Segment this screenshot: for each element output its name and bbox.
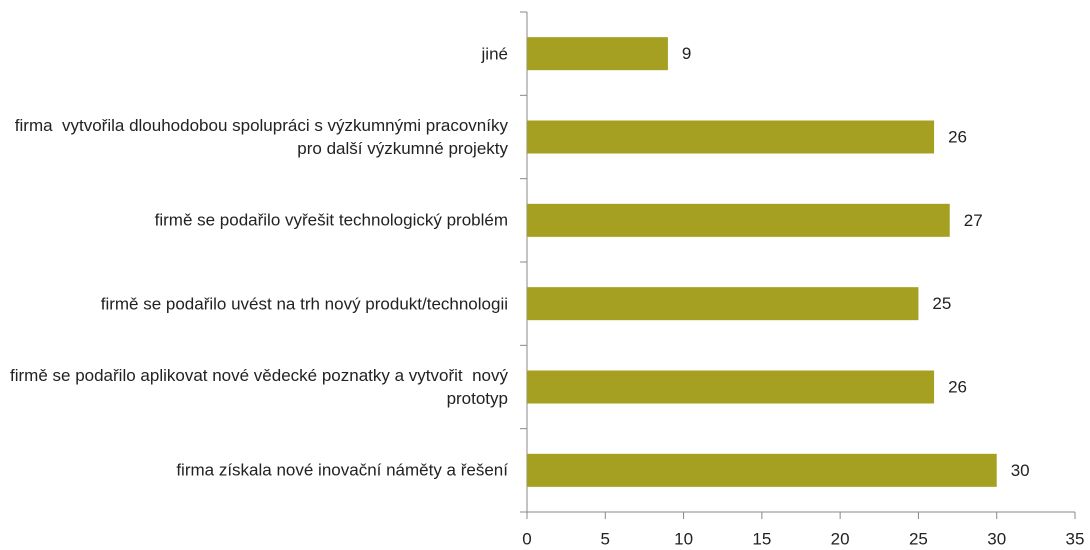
category-label: firma získala nové inovační náměty a řeš… bbox=[176, 460, 508, 480]
bar bbox=[527, 453, 997, 487]
x-tick-label: 10 bbox=[674, 529, 693, 548]
value-label: 26 bbox=[948, 377, 967, 396]
x-tick-label: 35 bbox=[1066, 529, 1085, 548]
bar bbox=[527, 120, 935, 154]
x-tick-label: 20 bbox=[831, 529, 850, 548]
category-label: jiné bbox=[481, 44, 508, 64]
value-label: 27 bbox=[964, 211, 983, 230]
value-label: 30 bbox=[1011, 461, 1030, 480]
x-tick-label: 0 bbox=[522, 529, 531, 548]
x-tick-label: 5 bbox=[601, 529, 610, 548]
x-tick-label: 15 bbox=[752, 529, 771, 548]
category-label: firma vytvořila dlouhodobou spolupráci s… bbox=[14, 116, 513, 158]
value-label: 25 bbox=[932, 294, 951, 313]
bar bbox=[527, 370, 935, 404]
x-tick-label: 30 bbox=[987, 529, 1006, 548]
bar bbox=[527, 287, 919, 321]
category-label: firmě se podařilo aplikovat nové vědecké… bbox=[10, 366, 513, 408]
value-label: 9 bbox=[682, 44, 691, 63]
x-tick-label: 25 bbox=[909, 529, 928, 548]
bar bbox=[527, 203, 950, 237]
category-label: firmě se podařilo uvést na trh nový prod… bbox=[100, 294, 508, 314]
category-label: firmě se podařilo vyřešit technologický … bbox=[154, 210, 508, 230]
bar bbox=[527, 37, 668, 71]
value-label: 26 bbox=[948, 127, 967, 146]
